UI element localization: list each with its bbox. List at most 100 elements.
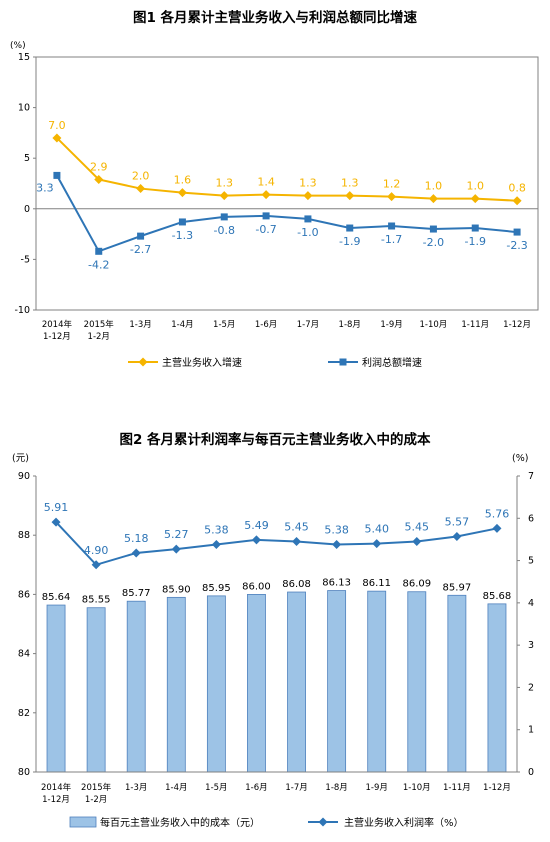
profit-growth-data-label: 3.3 <box>36 181 54 194</box>
profit-growth-point <box>95 247 103 255</box>
revenue-growth-point <box>52 133 62 143</box>
legend-revenue-marker <box>138 357 148 367</box>
cost-bar-data-label: 85.55 <box>82 595 111 606</box>
cost-bar <box>327 590 347 773</box>
revenue-growth-data-label: 1.3 <box>341 177 359 190</box>
x-tick-label: 1-9月 <box>380 320 402 330</box>
revenue-growth-data-label: 1.0 <box>467 180 485 193</box>
profit-growth-point <box>429 225 437 233</box>
profit-rate-data-label: 5.27 <box>164 528 189 541</box>
profit-rate-point <box>452 531 462 541</box>
cost-bar-data-label: 86.00 <box>242 581 271 592</box>
x-tick-label: 1-7月 <box>285 783 307 793</box>
profit-growth-point <box>220 213 228 221</box>
x-tick-label: 2014年 <box>42 319 73 330</box>
profit-growth-line <box>56 174 518 253</box>
right-y-tick-label: 4 <box>528 598 534 609</box>
cost-bar-data-label: 86.09 <box>402 579 431 590</box>
profit-rate-data-label: 5.45 <box>284 521 309 534</box>
left-y-tick-label: 80 <box>18 767 30 778</box>
cost-bar <box>287 591 306 773</box>
revenue-growth-point <box>177 188 187 198</box>
right-y-tick-label: 0 <box>528 767 534 778</box>
legend-cost-label: 每百元主营业务收入中的成本（元） <box>100 816 260 829</box>
revenue-growth-data-label: 1.6 <box>174 174 192 187</box>
profit-growth-data-label: -1.9 <box>465 235 486 248</box>
revenue-growth-data-label: 1.3 <box>216 177 234 190</box>
profit-growth-point <box>304 215 312 223</box>
revenue-growth-point <box>470 194 480 204</box>
profit-rate-data-label: 5.18 <box>124 532 149 545</box>
revenue-growth-point <box>512 196 522 206</box>
x-tick-label: 1-12月 <box>43 332 71 342</box>
profit-rate-data-label: 5.40 <box>364 523 389 536</box>
cost-bar <box>206 595 226 773</box>
profit-rate-point <box>131 548 141 558</box>
x-tick-label: 1-12月 <box>483 783 511 793</box>
profit-rate-data-label: 4.90 <box>84 544 109 557</box>
left-y-tick-label: 82 <box>18 708 30 719</box>
x-tick-label: 1-11月 <box>461 320 489 330</box>
profit-rate-point <box>51 517 61 527</box>
profit-rate-point <box>211 540 221 550</box>
profit-rate-point <box>91 560 101 570</box>
revenue-growth-data-label: 1.4 <box>257 176 275 189</box>
x-tick-label: 1-8月 <box>325 783 347 793</box>
chart2-title: 图2 各月累计利润率与每百元主营业务收入中的成本 <box>119 432 431 448</box>
profit-rate-point <box>292 537 302 547</box>
left-y-tick-label: 88 <box>18 530 30 541</box>
profit-growth-point <box>53 171 61 179</box>
x-tick-label: 1-12月 <box>42 795 70 805</box>
revenue-growth-data-label: 1.2 <box>383 178 401 191</box>
revenue-growth-point <box>261 190 271 200</box>
cost-bar <box>46 604 66 773</box>
profit-growth-point <box>513 228 521 236</box>
revenue-growth-data-label: 7.0 <box>48 119 66 132</box>
cost-bar-data-label: 86.08 <box>282 579 311 590</box>
legend-rate-label: 主营业务收入利润率（%） <box>344 816 464 829</box>
plot-area <box>35 56 539 311</box>
x-tick-label: 1-4月 <box>171 320 193 330</box>
chart1-title: 图1 各月累计主营业务收入与利润总额同比增速 <box>132 10 418 26</box>
right-y-tick-label: 5 <box>528 556 534 567</box>
profit-growth-point <box>178 218 186 226</box>
revenue-growth-data-label: 0.8 <box>508 182 526 195</box>
revenue-growth-data-label: 1.0 <box>425 180 443 193</box>
x-tick-label: 1-10月 <box>403 783 431 793</box>
profit-growth-data-label: -1.7 <box>381 233 402 246</box>
x-tick-label: 1-3月 <box>125 783 147 793</box>
right-y-tick-label: 6 <box>528 513 534 524</box>
revenue-growth-point <box>387 192 397 202</box>
legend-rate-marker <box>318 817 328 827</box>
profit-rate-point <box>171 544 181 554</box>
profit-growth-point <box>346 224 354 232</box>
revenue-growth-point <box>136 184 146 194</box>
cost-bar-data-label: 85.95 <box>202 583 231 594</box>
profit-rate-point <box>492 523 502 533</box>
profit-rate-data-label: 5.91 <box>44 501 69 514</box>
legend-profit-label: 利润总额增速 <box>362 356 422 369</box>
x-tick-label: 1-5月 <box>213 320 235 330</box>
x-tick-label: 1-10月 <box>420 320 448 330</box>
legend-cost-swatch <box>69 816 97 828</box>
cost-bar <box>86 607 106 773</box>
legend-revenue-label: 主营业务收入增速 <box>162 356 242 369</box>
profit-rate-data-label: 5.38 <box>204 524 229 537</box>
cost-bar <box>247 594 266 773</box>
right-axis-unit: (%) <box>512 453 528 464</box>
cost-bar-data-label: 85.64 <box>42 592 71 603</box>
profit-growth-point <box>262 212 270 220</box>
profit-rate-data-label: 5.45 <box>405 521 430 534</box>
profit-growth-data-label: -4.2 <box>88 258 109 271</box>
x-tick-label: 2014年 <box>41 782 72 793</box>
chart1-svg: (%)15 10 5 0 -5 -10 2014年 1-12月 2015年 1-2月 1-3月 1-4… <box>10 41 539 369</box>
x-tick-label: 1-6月 <box>245 783 267 793</box>
cost-bar-data-label: 85.97 <box>443 582 472 593</box>
cost-bar <box>447 594 467 773</box>
profit-rate-data-label: 5.76 <box>485 507 510 520</box>
x-tick-label: 1-5月 <box>205 783 227 793</box>
left-axis-unit: (元) <box>12 453 29 464</box>
revenue-growth-data-label: 1.3 <box>299 177 317 190</box>
revenue-growth-data-label: 2.0 <box>132 170 150 183</box>
